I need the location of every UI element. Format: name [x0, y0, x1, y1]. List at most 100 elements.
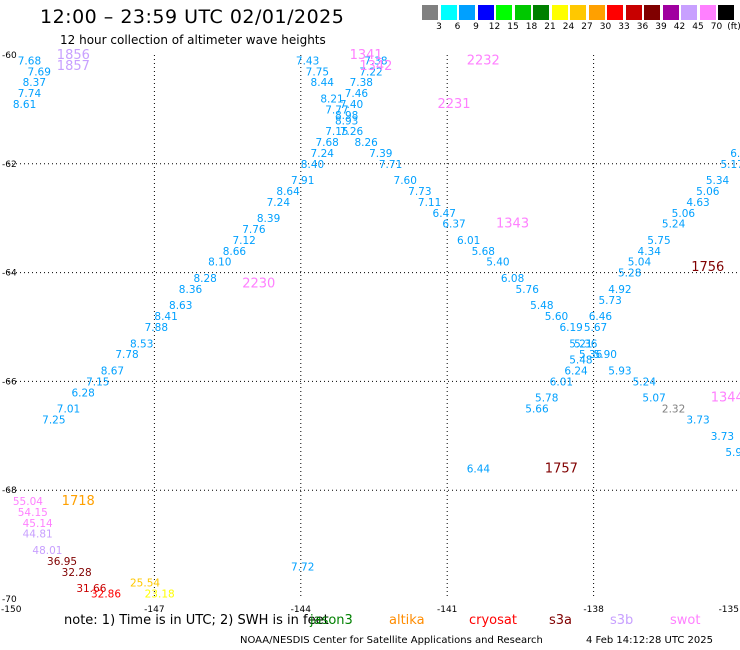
page-title: 12:00 – 23:59 UTC 02/01/2025	[40, 6, 345, 28]
color-scale-label: 21	[544, 22, 556, 32]
wave-height-point: 5.07	[642, 393, 665, 405]
color-scale-label: 18	[525, 22, 538, 32]
wave-height-point: 7.74	[18, 88, 42, 100]
wave-height-point: 23.18	[145, 589, 175, 601]
color-scale-swatch	[514, 5, 531, 20]
wave-height-point: 6.01	[457, 235, 480, 247]
footer-note: note: 1) Time is in UTC; 2) SWH is in fe…	[64, 613, 329, 628]
color-scale-swatch	[644, 5, 660, 20]
wave-height-point: 5.78	[535, 393, 558, 405]
pass-time-label: 1856	[57, 48, 90, 63]
wave-height-point: 7.88	[145, 322, 168, 334]
wave-height-point: 6.37	[442, 219, 465, 231]
credit-line: NOAA/NESDIS Center for Satellite Applica…	[240, 635, 543, 646]
wave-height-point: 3.73	[711, 431, 734, 443]
wave-height-point: 5.21	[569, 338, 592, 350]
wave-height-point: 8.44	[311, 77, 335, 89]
wave-height-point: 5.60	[545, 311, 568, 323]
y-tick-label: -60	[2, 51, 17, 61]
x-tick-label: -141	[437, 605, 457, 615]
wave-height-point: 7.77	[325, 104, 348, 116]
wave-height-point: 6.01	[550, 376, 573, 388]
timestamp: 4 Feb 14:12:28 UTC 2025	[586, 635, 713, 646]
color-scale-label: 70	[710, 22, 723, 32]
wave-height-point: 2.32	[662, 404, 685, 416]
color-scale-label: 6	[454, 22, 461, 32]
wave-height-point: 7.72	[291, 561, 314, 573]
wave-height-point: 5.76	[516, 284, 540, 296]
pass-time-label: 1857	[57, 59, 90, 74]
wave-height-point: 7.68	[18, 55, 41, 67]
color-scale-swatch	[699, 5, 716, 20]
wave-height-point: 7.76	[242, 224, 266, 236]
wave-height-point: 7.15	[325, 126, 348, 138]
wave-height-point: 5.40	[486, 257, 509, 269]
wave-height-point: 5.06	[672, 208, 696, 220]
x-tick-label: -138	[583, 605, 604, 615]
pass-time-label: 1344	[711, 391, 740, 406]
color-scale-swatch	[533, 5, 549, 20]
x-tick-label: -147	[144, 605, 164, 615]
pass-time-label: 1718	[62, 494, 95, 509]
wave-height-point: 8.41	[154, 311, 177, 323]
y-tick-label: -70	[2, 595, 17, 605]
wave-height-point: 8.40	[301, 159, 324, 171]
satellite-legend-item: cryosat	[469, 613, 517, 628]
wave-height-point: 5.04	[628, 257, 652, 269]
color-scale-swatch	[551, 5, 568, 20]
wave-height-point: 5.67	[584, 322, 607, 334]
wave-height-point: 7.78	[115, 349, 138, 361]
pass-time-label: 1757	[545, 461, 578, 476]
wave-height-point: 7.38	[350, 77, 373, 89]
wave-height-point: 8.93	[335, 115, 358, 127]
wave-height-point: 8.63	[169, 300, 192, 312]
wave-height-point: 7.75	[306, 66, 329, 78]
color-scale-swatch	[422, 5, 438, 20]
wave-height-point: 36.95	[47, 556, 77, 568]
satellite-legend-item: s3b	[610, 613, 634, 628]
color-scale-label: 33	[618, 22, 630, 32]
satellite-legend-item: jason3	[310, 613, 353, 628]
wave-height-point: 7.46	[345, 88, 369, 100]
wave-height-point: 8.53	[130, 338, 153, 350]
wave-height-point: 5.48	[569, 355, 592, 367]
wave-height-point: 4.63	[686, 197, 709, 209]
pass-time-label: 2231	[437, 97, 470, 112]
color-scale-label: 39	[655, 22, 667, 32]
color-scale-swatch	[459, 5, 475, 20]
color-scale-label: 12	[488, 22, 501, 32]
wave-height-point: 5.34	[706, 175, 730, 187]
color-scale-swatch	[681, 5, 697, 20]
color-scale-swatch	[588, 5, 605, 20]
y-tick-label: -62	[2, 160, 17, 170]
pass-time-label: 1342	[359, 59, 392, 74]
color-scale-swatch	[625, 5, 642, 20]
y-tick-label: -64	[2, 269, 17, 279]
wave-height-point: 6.96	[730, 148, 740, 160]
wave-height-point: 5.24	[662, 219, 686, 231]
wave-height-point: 6.47	[433, 208, 456, 220]
wave-height-point: 7.68	[315, 137, 338, 149]
wave-height-point: 6.28	[71, 387, 94, 399]
pass-time-label: 2232	[467, 53, 500, 68]
wave-height-point: 8.21	[320, 94, 343, 106]
wave-height-point: 5.36	[574, 338, 598, 350]
wave-height-point: 8.61	[13, 99, 36, 111]
wave-height-point: 6.44	[467, 463, 491, 475]
color-scale-label: 3	[436, 22, 442, 32]
color-scale-unit: (ft)	[727, 22, 740, 32]
wave-height-point: 8.67	[101, 366, 124, 378]
wave-height-point: 7.22	[359, 66, 382, 78]
wave-height-point: 8.39	[257, 213, 280, 225]
wave-height-point: 48.01	[32, 545, 62, 557]
wave-height-point: 25.54	[130, 578, 160, 590]
wave-height-point: 7.26	[340, 126, 364, 138]
wave-height-point: 5.93	[608, 366, 631, 378]
wave-height-point: 5.24	[633, 376, 657, 388]
wave-height-point: 32.28	[62, 567, 92, 579]
wave-height-point: 7.25	[42, 414, 65, 426]
x-tick-label: -144	[291, 605, 312, 615]
wave-height-point: 32.86	[91, 589, 121, 601]
wave-height-point: 8.64	[276, 186, 300, 198]
